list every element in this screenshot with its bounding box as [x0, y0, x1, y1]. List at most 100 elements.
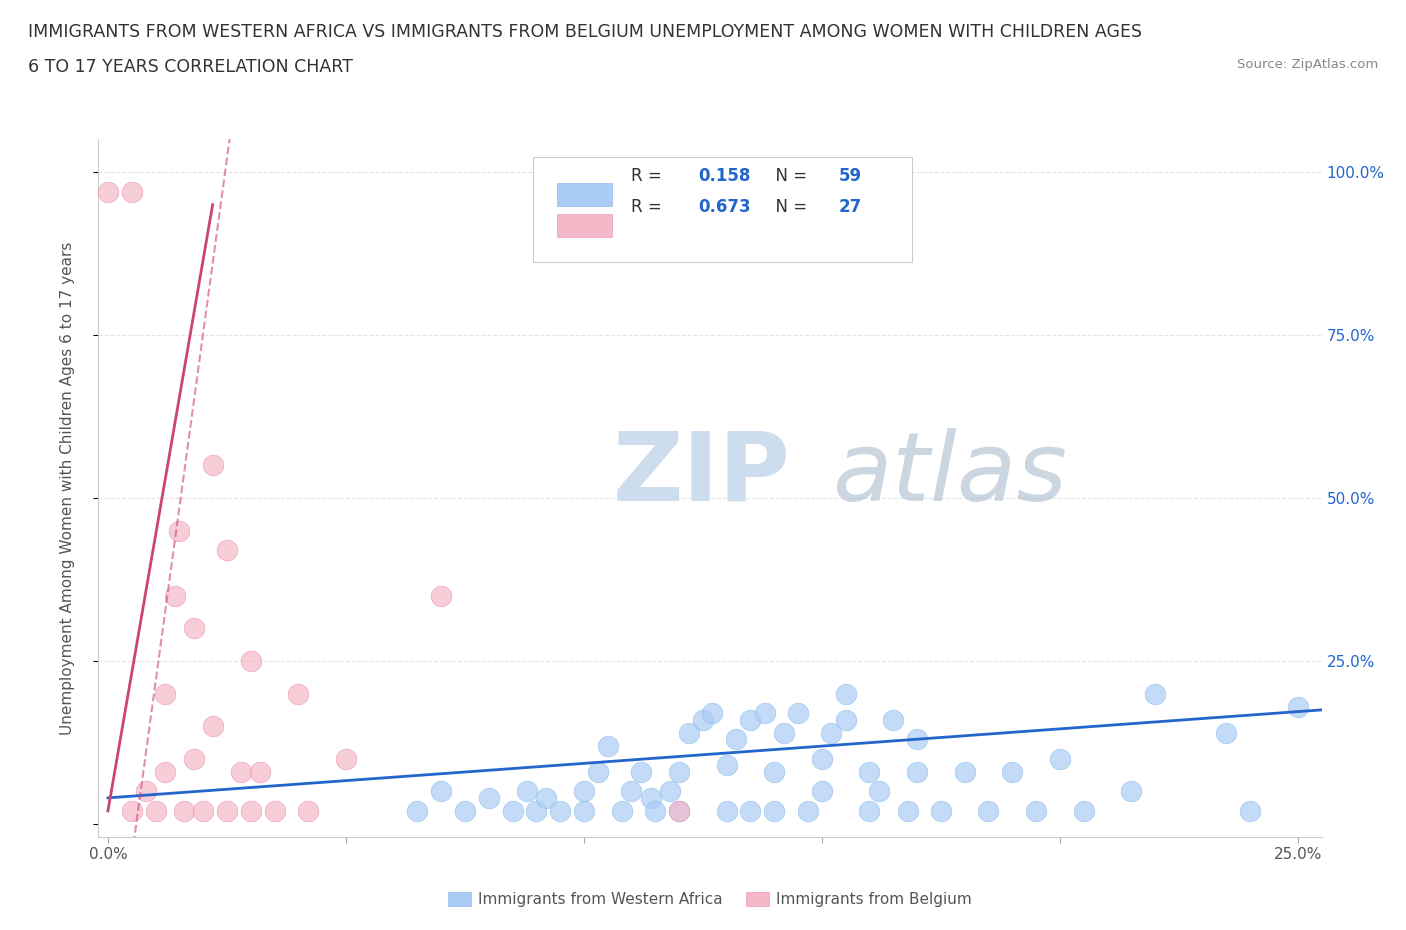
Text: ZIP: ZIP	[612, 428, 790, 521]
Text: 59: 59	[838, 166, 862, 185]
Point	[702, 706, 724, 721]
Point	[929, 804, 952, 818]
Point	[215, 804, 238, 818]
Point	[191, 804, 214, 818]
Point	[716, 758, 738, 773]
Point	[169, 524, 191, 538]
Point	[620, 784, 643, 799]
Point	[834, 686, 856, 701]
Point	[630, 764, 652, 779]
Point	[1001, 764, 1024, 779]
Point	[725, 732, 748, 747]
Text: N =: N =	[765, 166, 813, 185]
Text: 0.158: 0.158	[697, 166, 751, 185]
Point	[772, 725, 794, 740]
Text: 6 TO 17 YEARS CORRELATION CHART: 6 TO 17 YEARS CORRELATION CHART	[28, 58, 353, 75]
Point	[183, 621, 205, 636]
Point	[153, 764, 176, 779]
Point	[1215, 725, 1237, 740]
Text: 27: 27	[838, 198, 862, 216]
Point	[173, 804, 195, 818]
Point	[163, 589, 186, 604]
Text: R =: R =	[630, 166, 666, 185]
Text: IMMIGRANTS FROM WESTERN AFRICA VS IMMIGRANTS FROM BELGIUM UNEMPLOYMENT AMONG WOM: IMMIGRANTS FROM WESTERN AFRICA VS IMMIGR…	[28, 23, 1142, 41]
Point	[820, 725, 842, 740]
Point	[905, 732, 928, 747]
Text: R =: R =	[630, 198, 666, 216]
Point	[586, 764, 609, 779]
Text: 0.673: 0.673	[697, 198, 751, 216]
Point	[811, 784, 834, 799]
Point	[335, 751, 357, 766]
Point	[297, 804, 319, 818]
Point	[668, 764, 690, 779]
Point	[1121, 784, 1143, 799]
Point	[215, 543, 238, 558]
Point	[502, 804, 524, 818]
Point	[454, 804, 477, 818]
Point	[287, 686, 309, 701]
Point	[231, 764, 253, 779]
Point	[896, 804, 918, 818]
Text: N =: N =	[765, 198, 813, 216]
Point	[787, 706, 810, 721]
Point	[811, 751, 834, 766]
Point	[977, 804, 1000, 818]
Point	[201, 719, 224, 734]
FancyBboxPatch shape	[557, 214, 612, 237]
FancyBboxPatch shape	[533, 157, 912, 261]
Point	[610, 804, 633, 818]
Point	[678, 725, 700, 740]
Point	[239, 804, 262, 818]
Point	[763, 804, 786, 818]
Point	[668, 804, 690, 818]
Point	[201, 458, 224, 472]
Point	[572, 804, 595, 818]
Point	[534, 790, 557, 805]
Point	[572, 784, 595, 799]
Point	[516, 784, 538, 799]
Point	[668, 804, 690, 818]
Point	[858, 804, 880, 818]
Point	[1144, 686, 1167, 701]
Point	[430, 784, 453, 799]
Point	[548, 804, 571, 818]
Point	[640, 790, 662, 805]
Point	[754, 706, 776, 721]
Point	[1286, 699, 1309, 714]
FancyBboxPatch shape	[557, 182, 612, 206]
Point	[121, 804, 143, 818]
Point	[1073, 804, 1095, 818]
Point	[658, 784, 681, 799]
Point	[905, 764, 928, 779]
Point	[834, 712, 856, 727]
Point	[1025, 804, 1047, 818]
Point	[430, 589, 453, 604]
Point	[406, 804, 429, 818]
Text: Source: ZipAtlas.com: Source: ZipAtlas.com	[1237, 58, 1378, 71]
Legend: Immigrants from Western Africa, Immigrants from Belgium: Immigrants from Western Africa, Immigran…	[441, 885, 979, 913]
Point	[596, 738, 619, 753]
Point	[644, 804, 666, 818]
Point	[716, 804, 738, 818]
Point	[692, 712, 714, 727]
Point	[153, 686, 176, 701]
Point	[183, 751, 205, 766]
Point	[882, 712, 904, 727]
Point	[953, 764, 976, 779]
Point	[263, 804, 285, 818]
Point	[135, 784, 157, 799]
Point	[763, 764, 786, 779]
Point	[858, 764, 880, 779]
Point	[796, 804, 818, 818]
Point	[239, 654, 262, 669]
Point	[740, 712, 762, 727]
Point	[524, 804, 547, 818]
Y-axis label: Unemployment Among Women with Children Ages 6 to 17 years: Unemployment Among Women with Children A…	[60, 242, 75, 735]
Point	[97, 184, 120, 199]
Point	[740, 804, 762, 818]
Text: atlas: atlas	[832, 428, 1067, 521]
Point	[1049, 751, 1071, 766]
Point	[121, 184, 143, 199]
Point	[249, 764, 271, 779]
